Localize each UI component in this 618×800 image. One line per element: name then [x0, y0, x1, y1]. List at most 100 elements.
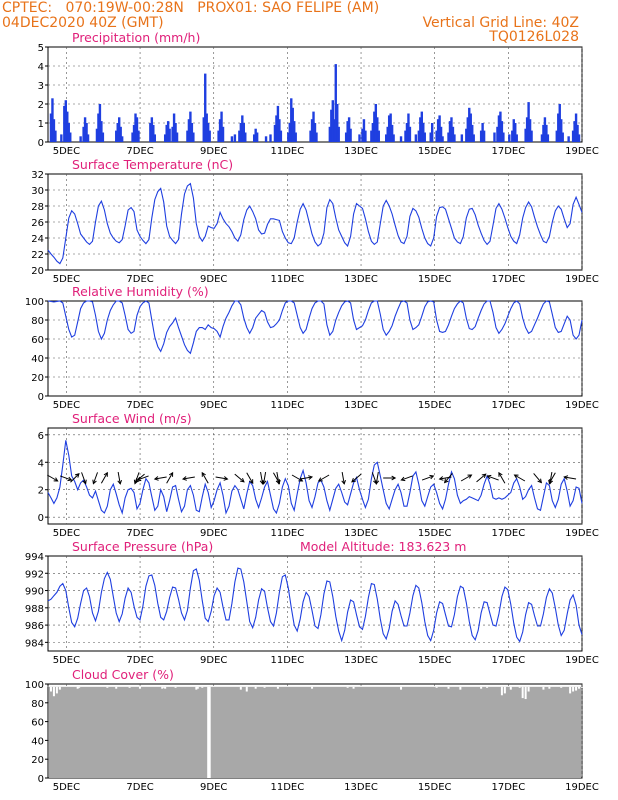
header-vertical-grid: Vertical Grid Line: 40Z [422, 15, 579, 31]
cloud-ytick-label: 100 [25, 680, 44, 691]
wind-ytick-label: 4 [38, 458, 44, 469]
rh-line [47, 300, 583, 355]
wind-arrow-shaft [421, 475, 434, 481]
cloud-xtick-label: 9DEC [200, 782, 227, 793]
precip-bar [165, 124, 168, 142]
cloud-ytick-label: 20 [31, 755, 44, 766]
precip-bar [466, 117, 469, 142]
cloud-bar [346, 686, 349, 688]
wind-arrow-shaft [487, 475, 499, 481]
wind-arrow-shaft [476, 473, 487, 483]
precip-bar [571, 130, 575, 142]
pres-ytick-label: 992 [25, 569, 44, 580]
wind-xtick-label: 19DEC [565, 528, 599, 539]
precip-bar [220, 111, 223, 142]
precip-bar [131, 132, 134, 142]
cloud-fill [49, 686, 581, 778]
precip-bar [482, 130, 486, 142]
precip-bar [471, 124, 474, 142]
precip-bar [293, 121, 296, 142]
wind-arrow-head [467, 474, 473, 479]
cloud-bar [55, 686, 58, 694]
wind-arrow-shaft [201, 472, 209, 484]
precip-bar [417, 130, 421, 142]
cloud-bar [138, 686, 141, 689]
wind-arrow-head [513, 474, 519, 479]
precip-bar [558, 104, 561, 142]
precip-bar [448, 121, 452, 142]
precip-bar [118, 117, 121, 142]
rh-ytick-label: 0 [38, 392, 44, 403]
wind-arrow-shaft [318, 474, 330, 482]
rh-frame [47, 300, 583, 397]
precip-bar [514, 123, 517, 142]
wind-arrow-shaft [401, 475, 413, 481]
cloud-ytick-label: 40 [31, 736, 44, 747]
precip-bar [408, 126, 412, 142]
precip-bar [439, 126, 443, 142]
precip-bar [86, 134, 90, 142]
precip-bar [574, 113, 578, 142]
precip-bar [481, 123, 484, 142]
precip-bar [100, 121, 103, 142]
precip-bar [430, 123, 434, 142]
wind-arrow-shaft [300, 476, 313, 480]
precip-bar [465, 128, 468, 142]
wind-arrow-head [261, 479, 267, 485]
precip-bar [291, 107, 294, 142]
wind-title: Surface Wind (m/s) [72, 411, 192, 426]
cloud-xtick-label: 19DEC [565, 782, 599, 793]
precip-xtick-label: 11DEC [271, 146, 305, 157]
precip-bar [330, 109, 333, 142]
precip-bar [97, 113, 100, 142]
precip-bar [515, 134, 518, 142]
precip-bar [172, 113, 176, 142]
precip-xtick-label: 9DEC [200, 146, 227, 157]
precip-bar [244, 132, 247, 142]
precip-bar [500, 121, 504, 142]
temp-ytick-label: 24 [31, 234, 44, 245]
wind-arrow-shaft [351, 473, 362, 483]
precip-bar [294, 132, 297, 142]
precip-ytick-label: 0 [38, 138, 44, 149]
precip-xtick-label: 19DEC [565, 146, 599, 157]
precip-bar [192, 132, 195, 142]
precip-bar [120, 136, 124, 142]
precip-bar [530, 130, 533, 142]
rh-xtick-label: 13DEC [344, 400, 378, 411]
wind-arrow-shaft [117, 472, 121, 484]
pres-xtick-label: 11DEC [271, 655, 305, 666]
wind-arrow-head [498, 471, 503, 477]
precip-bar [331, 100, 334, 142]
precip-bar [460, 134, 464, 142]
precip-bar [373, 111, 376, 142]
precip-bar [309, 130, 312, 142]
pres-xtick-label: 15DEC [418, 655, 452, 666]
precip-bar [187, 119, 191, 142]
wind-arrow-head [429, 474, 435, 480]
wind-arrow-shaft [70, 473, 80, 483]
precip-bar [405, 123, 409, 142]
cloud-bar [174, 686, 177, 688]
precip-bar [344, 132, 348, 142]
temp-xtick-label: 5DEC [53, 274, 80, 285]
precip-bar [166, 121, 170, 142]
precip-bar [134, 113, 137, 142]
temp-title: Surface Temperature (nC) [72, 157, 233, 172]
wind-arrow-head [53, 477, 59, 482]
cloud-bar [542, 686, 545, 690]
cloud-bar [548, 686, 551, 689]
precip-bar [390, 124, 394, 142]
wind-arrow-shaft [234, 473, 245, 483]
cloud-xtick-label: 15DEC [418, 782, 452, 793]
pres-xtick-label: 9DEC [200, 655, 227, 666]
temp-ytick-label: 30 [31, 186, 44, 197]
precip-bar [328, 126, 332, 142]
precip-bar [546, 134, 550, 142]
precip-bar [414, 134, 418, 142]
precip-bar [310, 119, 314, 142]
header-date: 04DEC2020 40Z (GMT) [2, 15, 164, 31]
rh-xtick-label: 7DEC [126, 400, 153, 411]
temp-xtick-label: 9DEC [200, 274, 227, 285]
precip-bar [163, 134, 167, 142]
